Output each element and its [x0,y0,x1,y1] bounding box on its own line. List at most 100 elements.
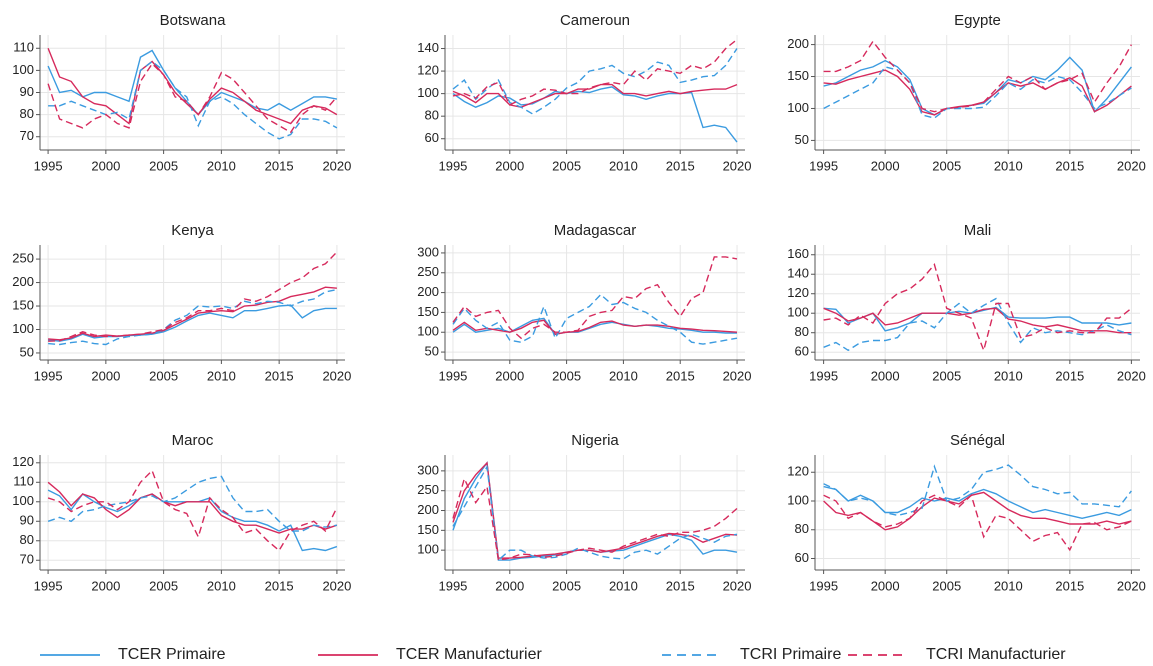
y-tick-label: 80 [20,532,34,547]
panel-title: Madagascar [554,222,637,239]
y-tick-label: 60 [795,550,809,565]
series-line [823,56,1132,116]
y-tick-label: 80 [795,521,809,536]
y-tick-label: 140 [787,266,809,281]
panel-title: Mali [964,222,992,239]
legend-label: TCRI Primaire [740,646,841,663]
panel: Botswana 70 80 90 100 110 1995 2000 2005 2010 2015… [12,12,351,173]
x-tick-label: 2015 [265,158,294,173]
x-tick-label: 2015 [1055,158,1084,173]
x-tick-label: 2015 [1055,578,1084,593]
y-tick-label: 100 [12,62,34,77]
series-line [452,464,738,562]
x-tick-label: 2005 [149,368,178,383]
y-tick-label: 250 [417,482,439,497]
panel-title: Maroc [172,432,214,449]
series-line [452,293,738,345]
x-tick-label: 2010 [207,578,236,593]
y-tick-label: 50 [425,344,439,359]
legend-label: TCER Manufacturier [396,646,542,663]
y-tick-label: 70 [20,552,34,567]
x-tick-label: 1995 [34,578,63,593]
x-tick-label: 2020 [723,158,752,173]
panel: Mali 60 80 100 120 140 160 1995 2000 2005 2010 2015… [787,222,1146,383]
series-line [823,297,1132,352]
panel-title: Egypte [954,12,1001,29]
x-tick-label: 2020 [1117,368,1146,383]
y-tick-label: 200 [12,274,34,289]
x-tick-label: 1995 [809,368,838,383]
x-tick-label: 2005 [932,158,961,173]
x-tick-label: 2015 [1055,368,1084,383]
y-tick-label: 150 [417,304,439,319]
y-tick-label: 200 [417,502,439,517]
y-tick-label: 150 [787,68,809,83]
y-tick-label: 100 [12,321,34,336]
legend-label: TCRI Manufacturier [926,646,1066,663]
y-tick-label: 120 [417,63,439,78]
y-tick-label: 100 [417,85,439,100]
y-tick-label: 150 [12,297,34,312]
y-tick-label: 160 [787,246,809,261]
series-line [48,288,338,346]
series-line [47,48,338,125]
x-tick-label: 2010 [207,368,236,383]
y-tick-label: 100 [12,493,34,508]
x-tick-label: 2000 [495,368,524,383]
y-tick-label: 80 [795,324,809,339]
y-tick-label: 90 [20,513,34,528]
series-line [452,83,738,108]
y-tick-label: 200 [787,36,809,51]
x-tick-label: 2010 [609,158,638,173]
panel-title: Sénégal [950,432,1005,449]
y-tick-label: 300 [417,244,439,259]
panel-title: Nigeria [571,432,619,449]
y-tick-label: 50 [20,344,34,359]
y-tick-label: 90 [20,84,34,99]
x-tick-label: 2015 [666,578,695,593]
panel: Nigeria 100 150 200 250 300 1995 2000 2005 2010 20… [417,432,751,593]
x-tick-label: 2010 [609,578,638,593]
y-tick-label: 100 [417,324,439,339]
x-tick-label: 2010 [609,368,638,383]
x-tick-label: 2005 [552,368,581,383]
series-line [823,307,1132,334]
x-tick-label: 2020 [322,578,351,593]
y-tick-label: 110 [13,474,34,489]
x-tick-label: 2000 [91,578,120,593]
panel: Sénégal 60 80 100 120 1995 2000 2005 2010 2015 202… [787,432,1146,593]
series-line [452,256,738,340]
series-line [47,481,338,534]
x-tick-label: 2000 [91,368,120,383]
x-tick-label: 1995 [438,578,467,593]
series-line [452,38,738,106]
panel: Maroc 70 80 90 100 110 120 1995 2000 2005 2010 2015… [12,432,351,593]
x-tick-label: 2005 [149,158,178,173]
series-line [47,49,338,116]
series-line [47,62,338,134]
x-tick-label: 2005 [552,158,581,173]
panel: Madagascar 50 100 150 200 250 300 1995 2000 2005 2… [417,222,751,383]
legend-label: TCER Primaire [118,646,226,663]
series-line [452,319,738,335]
series-line [452,86,738,143]
x-tick-label: 2010 [994,368,1023,383]
x-tick-label: 2005 [149,578,178,593]
y-tick-label: 120 [787,464,809,479]
x-tick-label: 2010 [207,158,236,173]
y-tick-label: 100 [417,542,439,557]
panel: Kenya 50 100 150 200 250 1995 2000 2005 2010 2015 2… [12,222,351,383]
x-tick-label: 2000 [871,158,900,173]
x-tick-label: 1995 [809,158,838,173]
series-line [452,317,737,335]
x-tick-label: 1995 [809,578,838,593]
y-tick-label: 110 [13,40,34,55]
x-tick-label: 2015 [666,158,695,173]
x-tick-label: 2000 [91,158,120,173]
y-tick-label: 100 [787,492,809,507]
x-tick-label: 2005 [932,368,961,383]
y-tick-label: 120 [787,285,809,300]
series-line [47,489,338,552]
panel-title: Kenya [171,222,214,239]
